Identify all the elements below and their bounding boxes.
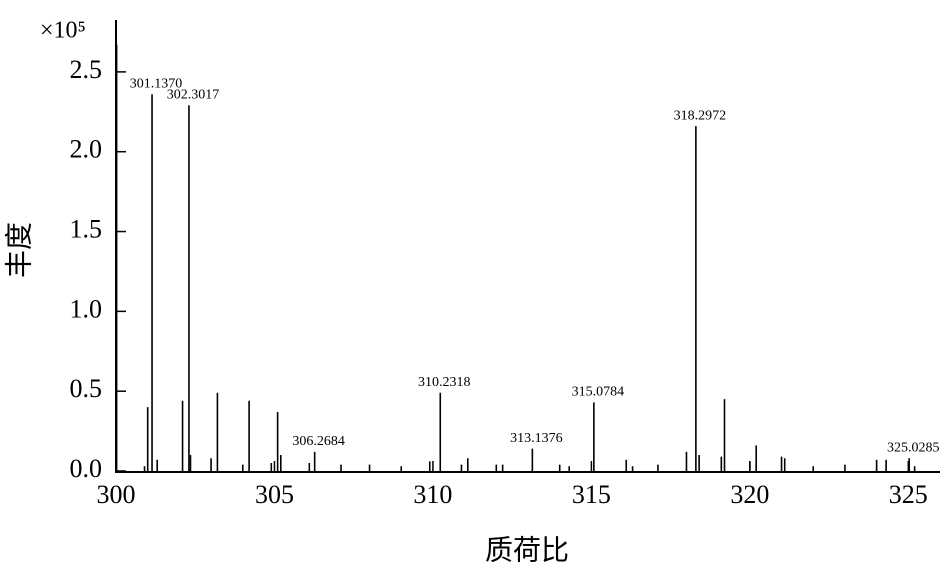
peak-label: 318.2972 — [674, 108, 727, 123]
y-axis-label: 丰度 — [3, 222, 35, 278]
y-tick-label: 1.0 — [70, 294, 103, 323]
x-tick-label: 325 — [889, 480, 928, 509]
x-tick-label: 315 — [572, 480, 611, 509]
peak-label: 310.2318 — [418, 375, 471, 390]
y-tick-label: 2.5 — [70, 55, 103, 84]
peak-label: 301.1370 — [130, 76, 183, 91]
x-tick-label: 305 — [255, 480, 294, 509]
peak-label: 306.2684 — [292, 434, 345, 449]
y-tick-label: 0.5 — [70, 374, 103, 403]
x-tick-label: 320 — [730, 480, 769, 509]
y-tick-label: 0.0 — [70, 454, 103, 483]
x-tick-label: 300 — [97, 480, 136, 509]
peak-label: 315.0784 — [572, 385, 625, 400]
x-axis-label: 质荷比 — [485, 534, 569, 566]
peak-label: 325.0285 — [887, 440, 940, 455]
y-tick-label: 1.5 — [70, 215, 103, 244]
peak-label: 302.3017 — [167, 88, 220, 103]
x-tick-label: 310 — [413, 480, 452, 509]
y-scale-label: ×10⁵ — [40, 18, 86, 44]
peak-label: 313.1376 — [510, 431, 563, 446]
y-tick-label: 2.0 — [70, 135, 103, 164]
